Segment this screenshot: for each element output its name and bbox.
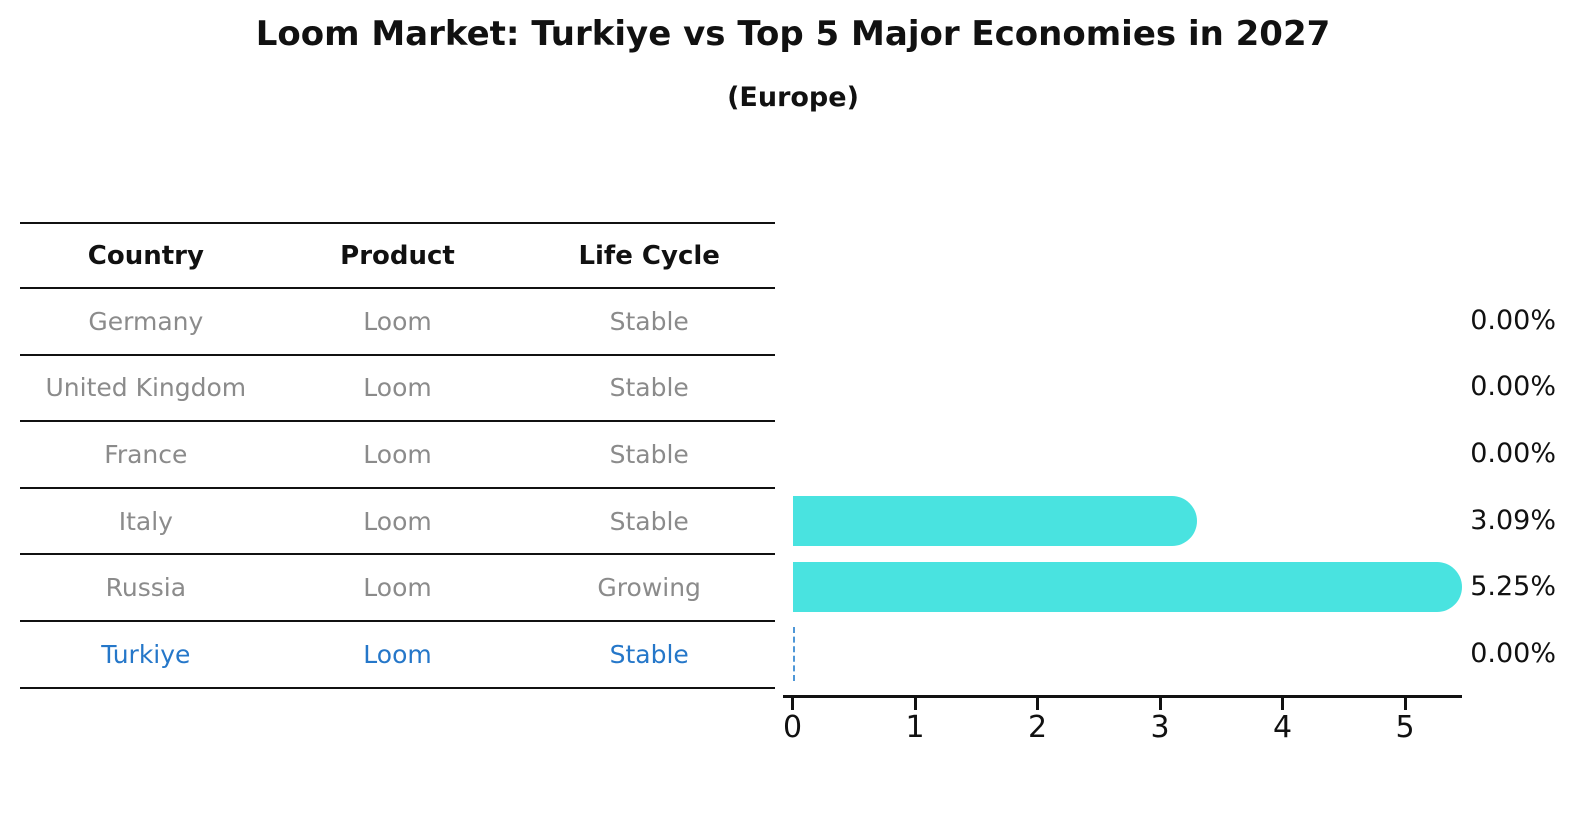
life-cycle-cell: Growing	[597, 573, 701, 603]
life-cycle-cell: Stable	[609, 506, 689, 536]
chart-title: Loom Market: Turkiye vs Top 5 Major Econ…	[255, 14, 1331, 54]
country-table: Country Product Life Cycle Germany Loom …	[20, 222, 775, 689]
x-tick-mark-3	[1158, 698, 1162, 710]
x-tick-label-3: 3	[1150, 710, 1170, 745]
bar-russia	[792, 562, 1462, 613]
life-cycle-cell: Stable	[609, 306, 689, 336]
life-cycle-cell: Stable	[609, 439, 689, 469]
value-label-germany: 0.00%	[1470, 305, 1556, 336]
table-row-italy: Italy Loom Stable	[20, 489, 775, 556]
value-label-united-kingdom: 0.00%	[1470, 371, 1556, 402]
country-cell: Turkiye	[101, 639, 191, 669]
column-header-life-cycle: Life Cycle	[578, 240, 720, 271]
country-cell: United Kingdom	[45, 373, 247, 403]
table-row-russia: Russia Loom Growing	[20, 555, 775, 622]
x-tick-mark-0	[791, 698, 794, 710]
chart-subtitle: (Europe)	[727, 82, 859, 113]
column-header-country: Country	[87, 240, 204, 271]
country-cell: Germany	[88, 306, 204, 336]
x-tick-mark-2	[1036, 698, 1039, 710]
product-cell: Loom	[363, 439, 432, 469]
country-cell: Russia	[105, 573, 187, 603]
life-cycle-cell: Stable	[609, 373, 689, 403]
value-label-turkiye: 0.00%	[1470, 638, 1556, 669]
x-tick-mark-1	[913, 698, 917, 710]
table-row-turkiye: Turkiye Loom Stable	[20, 622, 775, 689]
x-tick-mark-5	[1403, 698, 1407, 710]
bar-italy	[792, 495, 1198, 546]
product-cell: Loom	[363, 506, 432, 536]
country-cell: Italy	[118, 506, 173, 536]
table-row-germany: Germany Loom Stable	[20, 289, 775, 356]
product-cell: Loom	[363, 639, 432, 669]
life-cycle-cell: Stable	[609, 639, 689, 669]
zero-dashed-line-turkiye	[792, 626, 795, 681]
country-cell: France	[104, 439, 188, 469]
product-cell: Loom	[363, 573, 432, 603]
value-label-france: 0.00%	[1470, 438, 1556, 469]
x-tick-label-0: 0	[782, 710, 803, 745]
x-tick-label-5: 5	[1395, 710, 1415, 745]
product-cell: Loom	[363, 306, 432, 336]
x-tick-label-2: 2	[1027, 710, 1048, 745]
x-axis-spine	[783, 695, 1462, 698]
table-row-france: France Loom Stable	[20, 422, 775, 489]
x-tick-label-1: 1	[905, 710, 925, 745]
value-label-italy: 3.09%	[1470, 505, 1556, 536]
value-label-russia: 5.25%	[1470, 571, 1556, 602]
column-header-product: Product	[340, 240, 455, 271]
table-header-row: Country Product Life Cycle	[20, 224, 775, 289]
table-row-united-kingdom: United Kingdom Loom Stable	[20, 356, 775, 423]
x-tick-label-4: 4	[1272, 710, 1293, 745]
product-cell: Loom	[363, 373, 432, 403]
x-tick-mark-4	[1281, 698, 1284, 710]
